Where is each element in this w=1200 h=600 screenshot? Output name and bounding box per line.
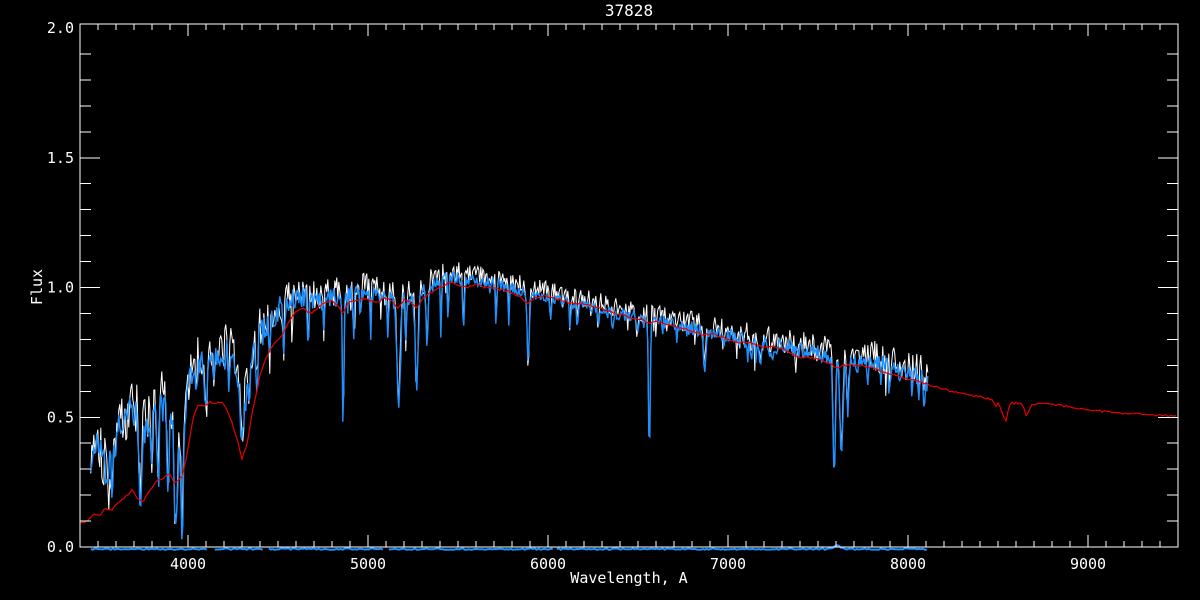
y-tick-label: 0.5 [47,408,74,426]
x-tick-label: 6000 [530,555,566,573]
y-tick-label: 0.0 [47,538,74,556]
x-tick-label: 5000 [350,555,386,573]
series-layer [79,262,1177,552]
axis-layer [79,23,1179,548]
noise-floor-line [90,544,927,552]
y-tick-label: 1.0 [47,279,74,297]
y-tick-label: 1.5 [47,149,74,167]
axes-frame [79,23,1179,548]
template-spectrum-line [79,281,1177,524]
tick-label-layer: 4000 5000 6000 7000 8000 9000 0.0 0.5 1.0 1.5 2.0 [47,19,1106,573]
x-tick-label: 7000 [710,555,746,573]
x-axis-label: Wavelength, A [570,569,687,587]
smoothed-spectrum-line [90,271,929,540]
y-tick-label: 2.0 [47,19,74,37]
y-axis-label: Flux [28,269,46,305]
x-tick-label: 8000 [890,555,926,573]
plot-title: 37828 [605,1,653,20]
x-tick-label: 4000 [170,555,206,573]
x-tick-label: 9000 [1070,555,1106,573]
